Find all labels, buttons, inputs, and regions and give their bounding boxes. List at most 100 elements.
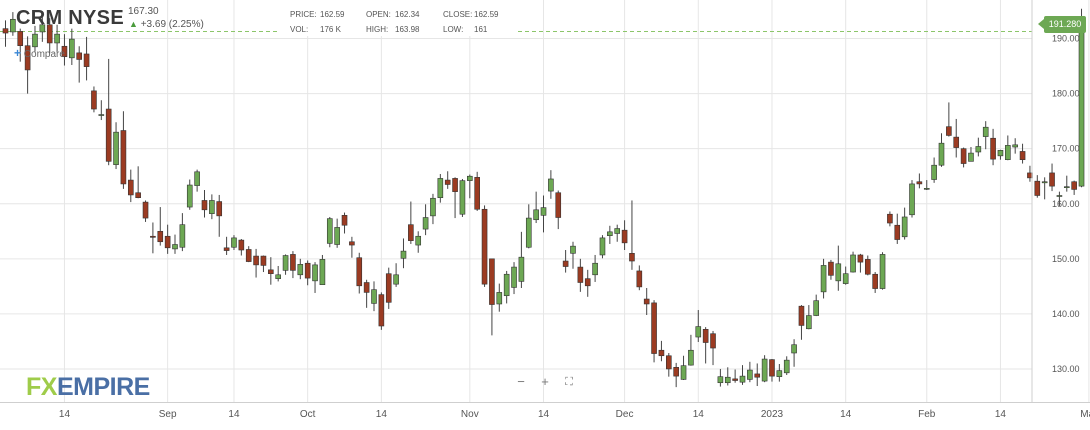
candle-body xyxy=(533,209,539,221)
zoom-out-button[interactable]: − xyxy=(517,374,525,389)
candle-body xyxy=(415,235,422,246)
candle-body xyxy=(61,45,68,58)
candle-body xyxy=(636,270,643,288)
candle xyxy=(525,204,532,249)
candle-body xyxy=(98,114,105,116)
candles xyxy=(2,8,1085,388)
candle xyxy=(363,279,370,308)
candle xyxy=(24,36,31,94)
candle xyxy=(946,102,952,137)
candle-body xyxy=(201,200,208,211)
candle xyxy=(813,294,820,317)
candle xyxy=(91,86,97,113)
candle xyxy=(562,250,569,273)
candle-body xyxy=(695,326,702,338)
candle xyxy=(798,305,805,340)
candle-body xyxy=(946,126,952,136)
price-change: ▲ +3.69 (2.25%) xyxy=(129,19,204,30)
candle xyxy=(312,262,318,293)
candle-body xyxy=(798,305,805,326)
candle-body xyxy=(260,255,267,266)
candle xyxy=(268,257,274,285)
candle-body xyxy=(901,216,908,238)
candle-body xyxy=(378,294,385,327)
candle-body xyxy=(850,254,856,273)
candle-body xyxy=(275,274,281,279)
candle xyxy=(968,147,974,162)
candle-body xyxy=(437,178,444,198)
candle-body xyxy=(828,261,834,276)
candle xyxy=(688,334,694,366)
candle-body xyxy=(1063,186,1070,188)
candle-body xyxy=(1049,172,1055,187)
zoom-controls: − + ⛶ xyxy=(508,371,584,393)
fullscreen-icon[interactable]: ⛶ xyxy=(565,376,573,388)
candle-body xyxy=(540,207,547,216)
candle-body xyxy=(1078,30,1085,187)
candle xyxy=(430,193,436,225)
candle-body xyxy=(290,254,296,271)
low-label: LOW: xyxy=(443,25,464,34)
plus-icon: + xyxy=(14,46,22,60)
candle-body xyxy=(570,245,576,254)
candle xyxy=(673,362,679,388)
candle-body xyxy=(157,230,164,243)
candle xyxy=(496,283,503,312)
logo-empire: EMPIRE xyxy=(56,373,150,401)
candle xyxy=(415,231,422,253)
candle-body xyxy=(577,266,584,283)
candle-body xyxy=(223,247,230,251)
zoom-in-button[interactable]: + xyxy=(541,374,549,389)
x-tick-label: Sep xyxy=(159,409,177,420)
up-arrow-icon: ▲ xyxy=(129,19,138,29)
candle xyxy=(599,235,606,259)
candle xyxy=(857,253,864,273)
candle-body xyxy=(17,31,24,47)
open-value: 162.34 xyxy=(395,10,420,19)
candle xyxy=(290,251,296,279)
x-tick-label: 14 xyxy=(228,409,240,420)
candle-body xyxy=(776,370,783,377)
candle-body xyxy=(54,33,60,44)
candle-body xyxy=(356,257,363,287)
candle-body xyxy=(304,262,311,279)
candle-body xyxy=(982,126,989,137)
candle xyxy=(422,204,429,236)
candle-body xyxy=(584,278,591,287)
candle xyxy=(1012,138,1018,154)
candle-body xyxy=(658,349,665,357)
candle xyxy=(872,272,878,293)
candle xyxy=(356,252,363,294)
candle xyxy=(577,258,584,292)
candle-body xyxy=(909,183,915,216)
compare-button[interactable]: + Compare xyxy=(14,46,65,60)
candle xyxy=(1071,180,1077,195)
open-label: OPEN: xyxy=(366,10,391,19)
vol-value: 176 K xyxy=(320,25,341,34)
candle xyxy=(769,359,775,382)
candle-body xyxy=(444,179,451,185)
candle-body xyxy=(835,263,842,282)
candle xyxy=(157,207,164,246)
candle xyxy=(341,212,348,234)
candle-body xyxy=(923,188,930,190)
candle xyxy=(724,367,731,386)
candle xyxy=(297,258,304,280)
candle xyxy=(1063,175,1070,192)
candle xyxy=(548,170,554,199)
candle-body xyxy=(1019,151,1026,160)
candle xyxy=(732,369,738,383)
y-tick-label: 170.00 xyxy=(1052,144,1080,154)
candle xyxy=(842,266,849,285)
candle xyxy=(113,122,119,170)
candle-body xyxy=(710,333,716,349)
candle-body xyxy=(349,241,355,246)
candle xyxy=(164,224,171,254)
candle xyxy=(120,111,127,189)
candle-body xyxy=(894,224,901,240)
candle xyxy=(54,24,60,52)
candle xyxy=(540,195,547,233)
candle xyxy=(39,15,46,42)
